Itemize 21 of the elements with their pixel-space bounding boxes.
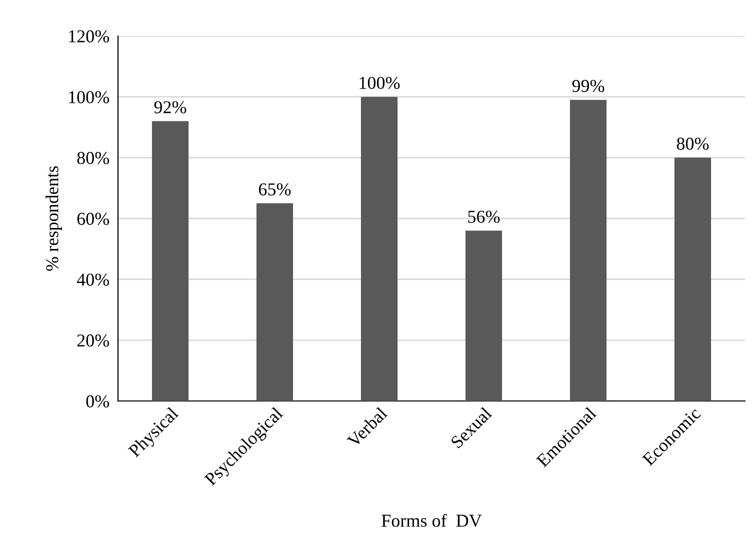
y-tick-label: 0% xyxy=(86,395,110,408)
bar xyxy=(256,203,294,401)
y-tick-label: 100% xyxy=(69,91,110,104)
bar xyxy=(674,158,712,401)
data-label: 56% xyxy=(468,210,500,223)
data-label: 100% xyxy=(360,76,400,90)
bar xyxy=(360,96,398,401)
bar xyxy=(570,100,607,401)
data-label: 65% xyxy=(258,183,291,196)
x-axis-title: Forms of DV xyxy=(382,514,482,527)
data-label: 92% xyxy=(154,101,186,114)
y-tick-label: 60% xyxy=(77,212,110,225)
y-tick-label: 80% xyxy=(77,152,110,164)
data-label: 99% xyxy=(572,80,604,92)
y-tick-label: 40% xyxy=(76,274,110,286)
y-tick-label: 20% xyxy=(77,334,110,347)
y-axis-title: % respondents xyxy=(46,166,62,271)
bar xyxy=(152,121,189,401)
data-label: 80% xyxy=(676,138,709,150)
y-tick-label: 120% xyxy=(69,30,110,42)
bar xyxy=(465,230,502,401)
